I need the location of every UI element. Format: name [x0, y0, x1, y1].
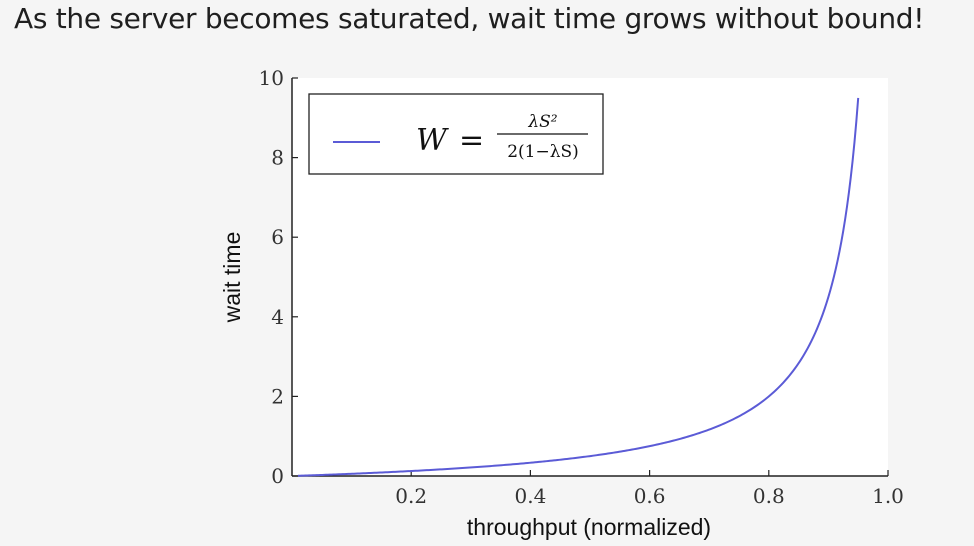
x-axis-label: throughput (normalized) [467, 514, 711, 540]
legend: W = λS² 2(1−λS) [308, 93, 604, 175]
y-tick-label: 0 [271, 464, 284, 488]
y-tick-label: 2 [271, 384, 284, 408]
x-tick-label: 1.0 [872, 484, 904, 508]
x-tick-label: 0.8 [753, 484, 785, 508]
y-axis-label: wait time [219, 232, 245, 324]
legend-equals: = [459, 123, 484, 158]
x-tick-label: 0.2 [395, 484, 427, 508]
axes [291, 78, 888, 477]
legend-box [308, 93, 604, 175]
x-tick-label: 0.6 [634, 484, 666, 508]
series-layer [297, 97, 860, 477]
legend-numerator: λS² [527, 112, 557, 132]
legend-denominator: 2(1−λS) [507, 142, 579, 162]
slide-headline: As the server becomes saturated, wait ti… [14, 2, 925, 35]
y-tick-label: 6 [271, 225, 284, 249]
x-tick-label: 0.4 [514, 484, 546, 508]
y-tick-label: 8 [271, 146, 284, 170]
series-line [297, 97, 860, 477]
y-tick-label: 4 [271, 305, 284, 329]
y-tick-label: 10 [259, 66, 284, 90]
legend-lhs: W [416, 123, 449, 158]
ticks: 0.2 0.4 0.6 0.8 1.0 0 2 4 6 8 10 [259, 66, 904, 508]
